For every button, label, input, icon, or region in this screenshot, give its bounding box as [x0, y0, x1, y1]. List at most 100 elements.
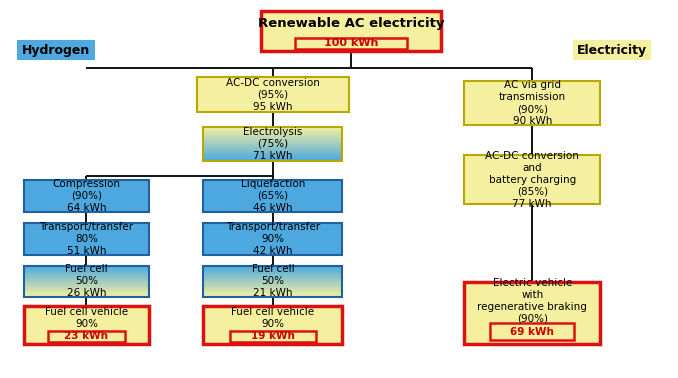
Bar [203, 285, 342, 286]
Text: 19 kWh: 19 kWh [251, 332, 295, 341]
Bar [203, 276, 342, 277]
Bar [203, 129, 342, 130]
Text: 69 kWh: 69 kWh [511, 327, 554, 336]
Text: Fuel cell vehicle
90%: Fuel cell vehicle 90% [45, 307, 128, 329]
Bar [24, 271, 149, 272]
Bar [203, 142, 342, 143]
Bar [203, 296, 342, 297]
Bar [203, 278, 342, 279]
Bar [24, 293, 149, 294]
Bar [24, 268, 149, 270]
Bar [24, 295, 149, 296]
Bar [24, 281, 149, 282]
Bar [203, 268, 342, 269]
Bar [24, 284, 149, 285]
Bar [203, 136, 342, 138]
Text: Compression
(90%)
64 kWh: Compression (90%) 64 kWh [52, 179, 121, 212]
Bar [203, 127, 342, 161]
Bar [24, 265, 149, 266]
Bar [24, 276, 149, 277]
Bar [24, 296, 149, 297]
Bar [230, 331, 316, 342]
Bar [24, 276, 149, 277]
Bar [203, 287, 342, 288]
Bar [203, 132, 342, 133]
Bar [203, 158, 342, 159]
Bar [203, 293, 342, 294]
Bar [24, 223, 149, 255]
Bar [203, 132, 342, 133]
Bar [24, 287, 149, 288]
Bar [203, 137, 342, 139]
Bar [24, 268, 149, 269]
Text: Liquefaction
(65%)
46 kWh: Liquefaction (65%) 46 kWh [241, 179, 305, 212]
Bar [24, 279, 149, 280]
Text: Fuel cell
50%
26 kWh: Fuel cell 50% 26 kWh [65, 264, 108, 298]
Bar [203, 156, 342, 157]
Bar [203, 290, 342, 291]
Bar [203, 267, 342, 268]
Bar [203, 143, 342, 144]
Bar [24, 283, 149, 284]
Bar [203, 144, 342, 146]
Bar [573, 40, 651, 60]
Bar [203, 291, 342, 292]
Bar [203, 272, 342, 274]
Bar [24, 272, 149, 274]
Bar [24, 294, 149, 295]
Bar [197, 77, 349, 112]
Text: Hydrogen: Hydrogen [22, 43, 90, 57]
Bar [24, 285, 149, 287]
Bar [24, 280, 149, 281]
Bar [24, 266, 149, 267]
Bar [24, 180, 149, 212]
Bar [203, 223, 342, 255]
Bar [203, 288, 342, 289]
Text: Electrolysis
(75%)
71 kWh: Electrolysis (75%) 71 kWh [243, 127, 302, 161]
Bar [24, 274, 149, 275]
Bar [17, 40, 95, 60]
Bar [203, 290, 342, 291]
Bar [203, 280, 342, 281]
Bar [203, 285, 342, 287]
Bar [24, 286, 149, 287]
Bar [203, 284, 342, 285]
Bar [24, 288, 149, 289]
Bar [203, 139, 342, 140]
Bar [203, 147, 342, 149]
Bar [203, 271, 342, 272]
Bar [464, 81, 600, 125]
Bar [203, 292, 342, 293]
Bar [203, 276, 342, 277]
Bar [203, 266, 342, 267]
Bar [203, 140, 342, 141]
Bar [203, 153, 342, 155]
Bar [203, 136, 342, 137]
Bar [203, 151, 342, 152]
Text: Electric vehicle
with
regenerative braking
(90%): Electric vehicle with regenerative braki… [477, 278, 587, 324]
Bar [203, 152, 342, 153]
Bar [203, 283, 342, 284]
Bar [24, 290, 149, 291]
Bar [24, 275, 149, 276]
Bar [203, 268, 342, 270]
Text: AC-DC conversion
and
battery charging
(85%)
77 kWh: AC-DC conversion and battery charging (8… [485, 150, 579, 209]
Bar [24, 278, 149, 279]
Bar [203, 273, 342, 274]
Bar [203, 130, 342, 132]
Bar [203, 275, 342, 276]
Bar [203, 160, 342, 161]
Bar [203, 128, 342, 129]
Bar [464, 282, 600, 344]
Text: Renewable AC electricity: Renewable AC electricity [258, 17, 444, 30]
Bar [203, 274, 342, 275]
Bar [203, 149, 342, 150]
Bar [24, 266, 149, 297]
Text: 100 kWh: 100 kWh [323, 38, 378, 48]
Bar [203, 306, 342, 344]
Bar [24, 267, 149, 268]
Bar [24, 269, 149, 270]
Bar [203, 127, 342, 129]
Bar [203, 145, 342, 146]
Text: Fuel cell
50%
21 kWh: Fuel cell 50% 21 kWh [252, 264, 294, 298]
